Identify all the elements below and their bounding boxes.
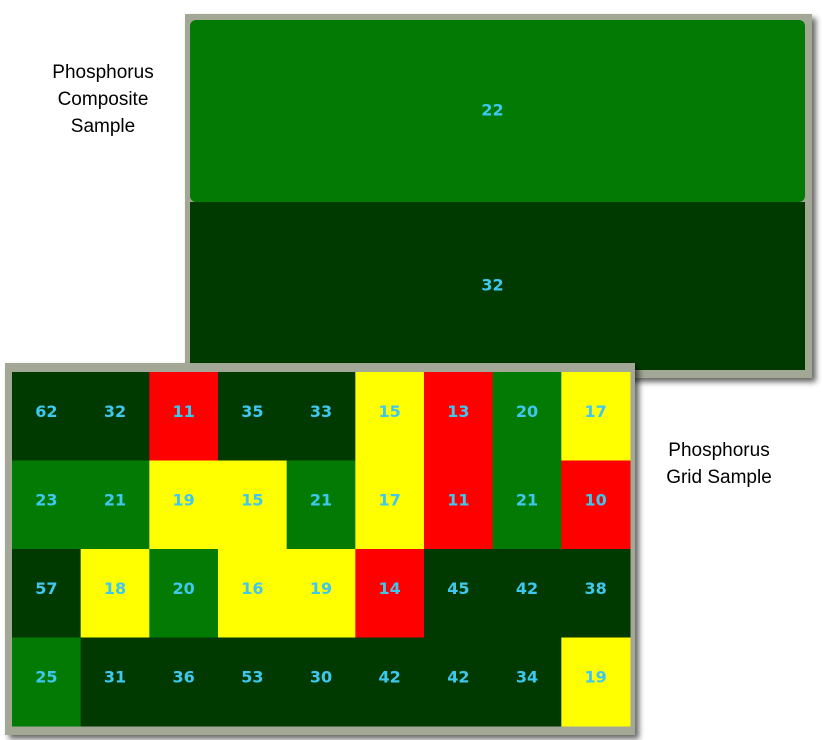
cell-value: 10	[585, 490, 607, 509]
grid-cell	[149, 637, 219, 727]
cell-value: 38	[585, 579, 607, 598]
cell-value: 19	[585, 667, 607, 686]
grid-cell	[12, 372, 82, 461]
grid-cell	[492, 637, 562, 727]
grid-cell	[424, 460, 494, 550]
grid-cell	[12, 637, 82, 727]
cell-value: 17	[379, 490, 401, 509]
grid-cell	[492, 549, 562, 638]
grid-cell	[286, 549, 356, 638]
grid-map: 62 32 11 35 33 15 13 20 17 23 21 19 15 21 17 11 21 10 57 18…	[12, 372, 631, 727]
cell-value: 21	[310, 490, 332, 509]
composite-zone	[190, 202, 805, 370]
grid-cell	[355, 372, 425, 461]
cell-value: 16	[241, 579, 263, 598]
grid-cell	[149, 372, 219, 461]
side-labels: Phosphorus Composite Sample Phosphorus Grid …	[52, 62, 772, 488]
cell-value: 14	[379, 579, 401, 598]
grid-cell	[12, 460, 82, 550]
composite-zone	[190, 20, 805, 202]
grid-cell	[355, 460, 425, 550]
grid-cell	[80, 549, 150, 638]
cell-value: 42	[379, 667, 401, 686]
cell-value: 20	[516, 402, 538, 421]
cell-value: 62	[35, 402, 57, 421]
grid-cell	[286, 637, 356, 727]
zone-value: 32	[481, 276, 503, 295]
cell-value: 36	[173, 667, 195, 686]
zone-value: 22	[481, 101, 503, 120]
grid-cell	[561, 637, 631, 727]
grid-cell	[80, 637, 150, 727]
cell-value: 18	[104, 579, 126, 598]
composite-map: 22 32	[190, 20, 805, 370]
cell-value: 53	[241, 667, 263, 686]
grid-cell	[424, 372, 494, 461]
grid-cell	[218, 637, 288, 727]
cell-value: 17	[585, 402, 607, 421]
grid-label: Phosphorus	[668, 440, 769, 461]
grid-cell	[286, 460, 356, 550]
cell-value: 25	[35, 667, 57, 686]
cell-value: 33	[310, 402, 332, 421]
cell-value: 34	[516, 667, 538, 686]
cell-value: 42	[516, 579, 538, 598]
grid-cell	[12, 549, 82, 638]
grid-cell	[218, 372, 288, 461]
grid-cell	[286, 372, 356, 461]
grid-cell	[355, 549, 425, 638]
composite-label: Composite	[58, 89, 149, 110]
grid-cell	[355, 637, 425, 727]
cell-value: 21	[516, 490, 538, 509]
grid-cell	[149, 460, 219, 550]
cell-value: 57	[35, 579, 57, 598]
grid-cell	[561, 460, 631, 550]
composite-label: Phosphorus	[52, 62, 153, 83]
cell-value: 31	[104, 667, 126, 686]
grid-cell	[561, 372, 631, 461]
cell-value: 19	[310, 579, 332, 598]
cell-value: 21	[104, 490, 126, 509]
cell-value: 15	[379, 402, 401, 421]
cell-value: 32	[104, 402, 126, 421]
cell-value: 19	[173, 490, 195, 509]
grid-cell	[561, 549, 631, 638]
cell-value: 11	[447, 490, 469, 509]
grid-cell	[492, 372, 562, 461]
cell-value: 45	[447, 579, 469, 598]
grid-label: Grid Sample	[666, 467, 772, 488]
grid-cell	[218, 460, 288, 550]
grid-cell	[424, 549, 494, 638]
grid-cell	[149, 549, 219, 638]
composite-label: Sample	[71, 116, 135, 137]
cell-value: 23	[35, 490, 57, 509]
cell-value: 35	[241, 402, 263, 421]
grid-cell	[218, 549, 288, 638]
cell-value: 30	[310, 667, 332, 686]
cell-value: 15	[241, 490, 263, 509]
cell-value: 11	[173, 402, 195, 421]
grid-cell	[492, 460, 562, 550]
cell-value: 20	[173, 579, 195, 598]
cell-value: 13	[447, 402, 469, 421]
grid-cell	[424, 637, 494, 727]
grid-cell	[80, 460, 150, 550]
cell-value: 42	[447, 667, 469, 686]
grid-cell	[80, 372, 150, 461]
